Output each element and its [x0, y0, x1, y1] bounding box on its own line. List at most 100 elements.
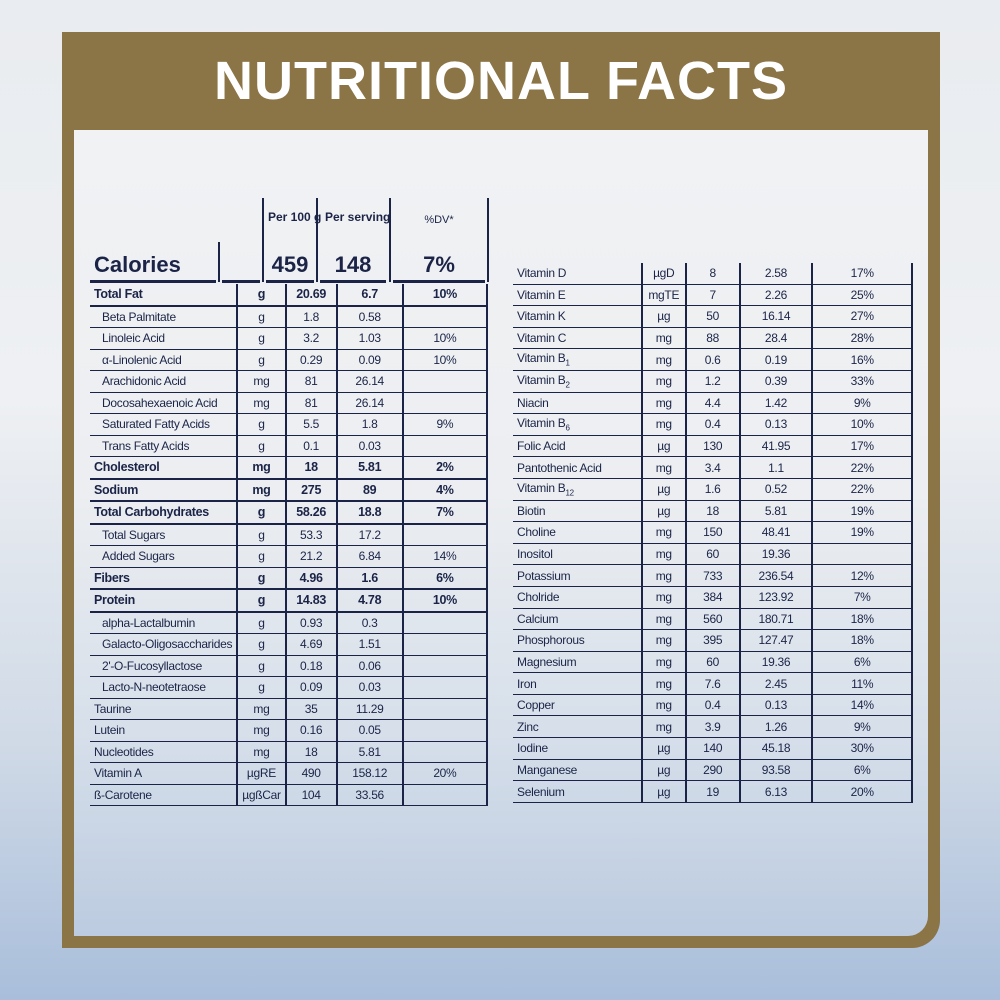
per-100g-value-text: 3.4 [704, 460, 721, 475]
daily-value-percent-text: 10% [850, 417, 874, 432]
per-serving-value-text: 45.18 [761, 741, 791, 756]
per-serving-value-text: 0.3 [361, 615, 378, 630]
per-serving-value-text: 0.39 [764, 374, 788, 389]
nutrient-name-text: Total Carbohydrates [94, 505, 209, 520]
per-serving-value-text: 19.36 [761, 654, 791, 669]
daily-value-percent-text: 11% [851, 676, 874, 691]
unit-text: mg [655, 395, 672, 410]
per-100g-value-text: 20.69 [296, 287, 327, 302]
unit: mg [640, 608, 686, 631]
per-100g-value-text: 104 [301, 787, 321, 802]
per-100g-value-text: 0.6 [704, 352, 721, 367]
divider [266, 280, 314, 283]
daily-value-percent [811, 543, 913, 566]
table-row: Vitamin B12 µg 1.6 0.52 22% [513, 478, 913, 501]
daily-value-percent-text: 12% [850, 568, 874, 583]
per-serving-value: 123.92 [738, 586, 813, 609]
nutrient-name: Cholesterol [90, 456, 238, 480]
per-100g-value: 0.29 [284, 349, 337, 371]
per-100g-value-text: 14.83 [296, 593, 327, 608]
unit: mg [640, 672, 686, 695]
per-100g-value-text: 81 [304, 395, 318, 410]
nutrient-name: Folic Acid [513, 435, 642, 458]
nutrient-name: Trans Fatty Acids [90, 435, 238, 457]
per-100g-value-text: 81 [304, 374, 318, 389]
unit-text: µgRE [246, 766, 276, 781]
per-100g-value-text: 395 [703, 633, 723, 648]
per-100g-value: 0.1 [284, 435, 337, 457]
unit-text: g [258, 680, 265, 695]
per-100g-value: 3.9 [684, 715, 740, 739]
unit: g [236, 349, 286, 371]
per-100g-value-text: 4.4 [704, 395, 721, 410]
unit-text: µg [657, 439, 671, 454]
per-100g-value: 0.4 [684, 694, 740, 717]
daily-value-percent-text: 9% [853, 395, 871, 410]
unit: mg [236, 741, 286, 763]
unit-text: mg [655, 590, 672, 605]
per-serving-value-text: 5.81 [358, 460, 382, 475]
daily-value-percent-text: 27% [850, 309, 874, 324]
per-serving-value-text: 18.8 [358, 505, 382, 520]
per-100g-value-text: 3.2 [303, 331, 320, 346]
unit-text: µg [657, 503, 671, 518]
daily-value-percent-text: 18% [850, 611, 874, 626]
unit: mg [640, 370, 686, 393]
daily-value-percent: 22% [811, 456, 913, 479]
daily-value-percent: 19% [811, 500, 913, 523]
per-serving-value: 89 [335, 478, 403, 502]
nutrient-name-text: α-Linolenic Acid [102, 352, 182, 367]
per-100g-value: 490 [284, 762, 337, 785]
per-serving-value: 48.41 [738, 521, 813, 544]
unit-text: g [258, 352, 265, 367]
header-dv: %DV* [424, 214, 454, 226]
table-row: Vitamin B2 mg 1.2 0.39 33% [513, 370, 913, 393]
daily-value-percent: 14% [811, 694, 913, 717]
nutrient-name: Galacto-Oligosaccharides [90, 633, 238, 656]
per-100g-value: 104 [284, 784, 337, 806]
per-100g-value: 20.69 [284, 284, 337, 307]
unit: g [236, 633, 286, 656]
per-100g-value: 4.96 [284, 567, 337, 590]
per-100g-value: 733 [684, 564, 740, 587]
unit-text: g [258, 417, 265, 432]
per-100g-value: 88 [684, 327, 740, 350]
per-100g-value-text: 60 [706, 547, 720, 562]
per-100g-value-text: 4.69 [300, 637, 323, 652]
per-serving-value: 0.13 [738, 694, 813, 717]
unit-text: µgßCar [242, 787, 281, 802]
nutrient-name: Vitamin K [513, 305, 642, 328]
nutrient-name-text: Inositol [517, 547, 553, 562]
per-serving-value: 0.09 [335, 349, 403, 371]
daily-value-percent-text: 28% [850, 331, 874, 346]
per-100g-value-text: 3.9 [704, 719, 721, 734]
daily-value-percent [401, 305, 489, 328]
per-100g-value-text: 1.8 [303, 309, 320, 324]
unit-text: mg [655, 374, 672, 389]
per-100g-value: 14.83 [284, 589, 337, 613]
per-serving-value: 16.14 [738, 305, 813, 328]
per-100g-value-text: 60 [706, 654, 720, 669]
unit: g [236, 305, 286, 328]
per-100g-value-text: 150 [703, 525, 723, 540]
per-serving-value-text: 1.03 [358, 331, 381, 346]
per-serving-value: 0.52 [738, 478, 813, 501]
daily-value-percent: 6% [811, 759, 913, 782]
per-100g-value-text: 384 [703, 590, 723, 605]
daily-value-percent: 28% [811, 327, 913, 350]
nutrient-name: ß-Carotene [90, 784, 238, 806]
unit: mg [640, 586, 686, 609]
per-serving-value-text: 0.13 [764, 417, 788, 432]
per-100g-value-text: 0.16 [300, 723, 323, 738]
nutrient-name: Taurine [90, 698, 238, 720]
per-100g-value-text: 18 [304, 460, 318, 475]
nutrient-name-text: 2'-O-Fucosyllactose [102, 658, 202, 673]
per-100g-value-text: 0.1 [303, 438, 320, 453]
per-serving-value-text: 0.19 [764, 352, 788, 367]
per-serving-value: 28.4 [738, 327, 813, 350]
nutrient-name-text: Protein [94, 593, 135, 608]
unit-text: g [258, 658, 265, 673]
nutrient-name-text: Copper [517, 698, 555, 713]
per-serving-value-text: 2.45 [764, 676, 788, 691]
subscript: 6 [565, 423, 570, 433]
